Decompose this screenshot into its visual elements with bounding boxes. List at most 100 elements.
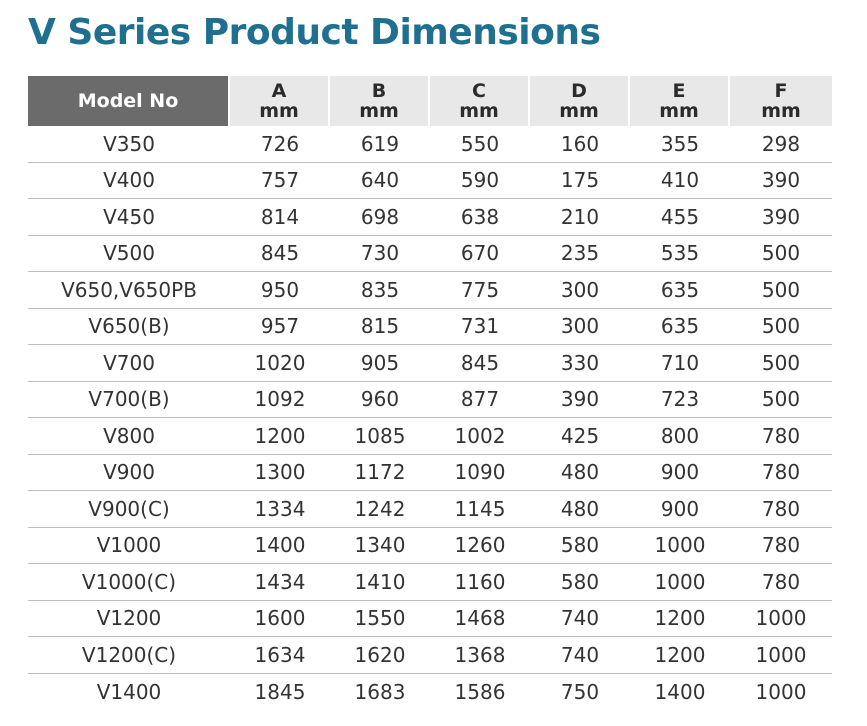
cell-c: 1468 bbox=[454, 606, 506, 631]
cell-b: 698 bbox=[360, 204, 400, 229]
cell-d: 210 bbox=[560, 204, 600, 229]
cell-f: 500 bbox=[761, 314, 801, 339]
cell-c: 775 bbox=[460, 277, 500, 302]
cell-f: 780 bbox=[761, 423, 801, 448]
cell-c: 1160 bbox=[454, 569, 506, 594]
cell-c: 550 bbox=[460, 131, 500, 156]
cell-e: 710 bbox=[660, 350, 700, 375]
table-row: V700 1020 905 845 330 710 500 bbox=[28, 345, 832, 382]
cell-d: 300 bbox=[560, 314, 600, 339]
cell-model-no: V650(B) bbox=[88, 314, 170, 339]
cell-b: 1550 bbox=[354, 606, 406, 631]
column-header-unit: mm bbox=[761, 100, 801, 122]
table-row: V1000 1400 1340 1260 580 1000 780 bbox=[28, 528, 832, 564]
cell-b: 1410 bbox=[354, 569, 406, 594]
cell-b: 730 bbox=[360, 241, 400, 266]
cell-f: 1000 bbox=[755, 606, 807, 631]
cell-e: 1200 bbox=[654, 606, 706, 631]
table-row: V650,V650PB 950 835 775 300 635 500 bbox=[28, 272, 832, 309]
cell-a: 757 bbox=[260, 168, 300, 193]
cell-f: 780 bbox=[761, 496, 801, 521]
cell-f: 1000 bbox=[755, 642, 807, 667]
table-row: V500 845 730 670 235 535 500 bbox=[28, 236, 832, 272]
cell-f: 390 bbox=[761, 204, 801, 229]
cell-c: 638 bbox=[460, 204, 500, 229]
cell-d: 425 bbox=[560, 423, 600, 448]
cell-d: 330 bbox=[560, 350, 600, 375]
column-header-e: E mm bbox=[630, 76, 730, 126]
column-header-unit: mm bbox=[259, 100, 299, 122]
cell-e: 635 bbox=[660, 314, 700, 339]
cell-model-no: V350 bbox=[103, 131, 155, 156]
cell-model-no: V700 bbox=[103, 350, 155, 375]
cell-e: 635 bbox=[660, 277, 700, 302]
cell-model-no: V1000 bbox=[96, 533, 162, 558]
cell-model-no: V500 bbox=[103, 241, 155, 266]
cell-c: 877 bbox=[460, 387, 500, 412]
cell-a: 1092 bbox=[254, 387, 306, 412]
column-header-b: B mm bbox=[330, 76, 430, 126]
column-header-unit: mm bbox=[359, 100, 399, 122]
cell-c: 590 bbox=[460, 168, 500, 193]
cell-a: 1634 bbox=[254, 642, 306, 667]
table-row: V1200 1600 1550 1468 740 1200 1000 bbox=[28, 601, 832, 637]
cell-b: 1340 bbox=[354, 533, 406, 558]
cell-a: 845 bbox=[260, 241, 300, 266]
cell-b: 640 bbox=[360, 168, 400, 193]
table-row: V350 726 619 550 160 355 298 bbox=[28, 126, 832, 163]
cell-d: 740 bbox=[560, 642, 600, 667]
cell-b: 619 bbox=[360, 131, 400, 156]
cell-c: 1260 bbox=[454, 533, 506, 558]
cell-d: 480 bbox=[560, 460, 600, 485]
cell-c: 1090 bbox=[454, 460, 506, 485]
cell-a: 814 bbox=[260, 204, 300, 229]
cell-f: 780 bbox=[761, 460, 801, 485]
table-row: V650(B) 957 815 731 300 635 500 bbox=[28, 309, 832, 345]
cell-d: 390 bbox=[560, 387, 600, 412]
cell-model-no: V450 bbox=[103, 204, 155, 229]
page-title: V Series Product Dimensions bbox=[28, 12, 601, 53]
cell-model-no: V1200 bbox=[96, 606, 162, 631]
cell-d: 580 bbox=[560, 569, 600, 594]
cell-a: 1845 bbox=[254, 679, 306, 704]
cell-c: 731 bbox=[460, 314, 500, 339]
cell-f: 780 bbox=[761, 533, 801, 558]
cell-b: 835 bbox=[360, 277, 400, 302]
column-header-label: F bbox=[774, 80, 788, 102]
cell-c: 1368 bbox=[454, 642, 506, 667]
table-row: V1400 1845 1683 1586 750 1400 1000 bbox=[28, 674, 832, 711]
cell-a: 1400 bbox=[254, 533, 306, 558]
cell-c: 1145 bbox=[454, 496, 506, 521]
cell-model-no: V1200(C) bbox=[81, 642, 177, 667]
table-row: V400 757 640 590 175 410 390 bbox=[28, 163, 832, 199]
dimensions-table: Model No A mm B mm C mm D mm E mm F mm V… bbox=[28, 76, 832, 710]
cell-b: 815 bbox=[360, 314, 400, 339]
cell-a: 1020 bbox=[254, 350, 306, 375]
cell-model-no: V400 bbox=[103, 168, 155, 193]
cell-a: 726 bbox=[260, 131, 300, 156]
cell-model-no: V800 bbox=[103, 423, 155, 448]
cell-e: 1200 bbox=[654, 642, 706, 667]
cell-c: 845 bbox=[460, 350, 500, 375]
cell-d: 580 bbox=[560, 533, 600, 558]
column-header-label: E bbox=[672, 80, 686, 102]
cell-a: 1334 bbox=[254, 496, 306, 521]
table-row: V900 1300 1172 1090 480 900 780 bbox=[28, 455, 832, 491]
cell-a: 1434 bbox=[254, 569, 306, 594]
table-row: V800 1200 1085 1002 425 800 780 bbox=[28, 418, 832, 455]
table-body: V350 726 619 550 160 355 298 V400 757 640 590 175 41… bbox=[28, 126, 832, 710]
cell-f: 500 bbox=[761, 241, 801, 266]
cell-f: 298 bbox=[761, 131, 801, 156]
cell-f: 500 bbox=[761, 387, 801, 412]
cell-d: 235 bbox=[560, 241, 600, 266]
cell-f: 1000 bbox=[755, 679, 807, 704]
cell-d: 480 bbox=[560, 496, 600, 521]
cell-model-no: V650,V650PB bbox=[61, 277, 197, 302]
table-row: V1000(C) 1434 1410 1160 580 1000 780 bbox=[28, 564, 832, 601]
cell-e: 1000 bbox=[654, 533, 706, 558]
cell-f: 500 bbox=[761, 350, 801, 375]
column-header-d: D mm bbox=[530, 76, 630, 126]
table-row: V900(C) 1334 1242 1145 480 900 780 bbox=[28, 491, 832, 528]
cell-c: 1002 bbox=[454, 423, 506, 448]
cell-b: 905 bbox=[360, 350, 400, 375]
